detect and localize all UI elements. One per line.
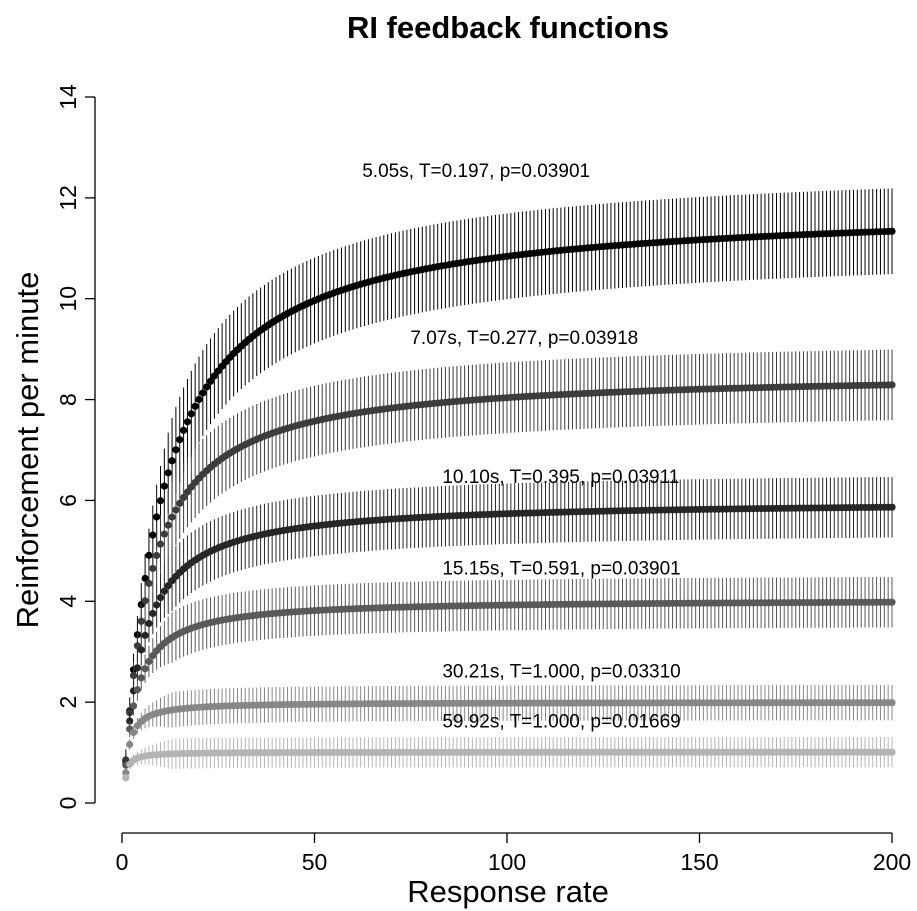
- series-2-point: [145, 619, 153, 628]
- series-1-point: [176, 499, 184, 507]
- series-0: 5.05s, T=0.197, p=0.03901: [122, 161, 896, 771]
- series-2-point: [156, 594, 165, 602]
- y-tick-label-8: 8: [55, 393, 81, 406]
- series-4: 30.21s, T=1.000, p=0.03310: [122, 661, 896, 778]
- series-2-label: 10.10s, T=0.395, p=0.03911: [442, 467, 679, 488]
- series-0-point: [164, 469, 172, 477]
- series-1-point: [129, 672, 138, 680]
- series-5-label: 59.92s, T=1.000, p=0.01669: [442, 711, 680, 732]
- series-3-point: [129, 702, 138, 710]
- series-0-point: [176, 436, 184, 444]
- series-0-point: [180, 426, 188, 434]
- series-3: 15.15s, T=0.591, p=0.03901: [122, 559, 896, 772]
- series-0-point: [172, 446, 180, 454]
- series-3-point: [141, 665, 149, 673]
- series-0-point: [149, 531, 157, 539]
- series-0-point: [187, 410, 195, 418]
- series-1-point: [141, 597, 149, 605]
- series-3-point: [133, 686, 141, 694]
- series-2-point: [141, 631, 149, 639]
- x-tick-label-50: 50: [302, 849, 328, 875]
- series-1-point: [164, 521, 172, 529]
- series-4-label: 30.21s, T=1.000, p=0.03310: [442, 661, 680, 682]
- y-tick-label-0: 0: [55, 797, 81, 810]
- chart-title: RI feedback functions: [347, 10, 669, 45]
- series-0-point: [183, 418, 192, 426]
- series-1-point: [168, 513, 176, 521]
- series-0-point: [141, 574, 149, 582]
- series-4-point: [122, 769, 130, 777]
- series-1-point: [180, 493, 188, 502]
- x-tick-label-0: 0: [116, 849, 129, 875]
- series-3-point: [145, 657, 153, 666]
- series-1: 7.07s, T=0.277, p=0.03918: [122, 328, 896, 769]
- series-2-point: [133, 664, 141, 672]
- series-0-point: [145, 551, 153, 559]
- series-1-point: [137, 617, 145, 625]
- series-2: 10.10s, T=0.395, p=0.03911: [122, 467, 896, 771]
- series-4-point: [888, 699, 896, 707]
- series-1-point: [145, 579, 153, 588]
- series-2-point: [149, 609, 157, 618]
- series-0-point: [206, 377, 215, 385]
- y-tick-label-2: 2: [55, 696, 81, 709]
- x-axis: 0 50 100 150 200: [116, 833, 911, 875]
- x-axis-label: Response rate: [407, 874, 609, 909]
- series-1-point: [153, 551, 161, 560]
- series-0-point: [156, 497, 165, 505]
- series-1-point: [149, 564, 157, 573]
- series-2-point: [888, 503, 896, 511]
- series-0-point: [160, 482, 168, 490]
- y-tick-label-4: 4: [55, 595, 81, 608]
- series-3-label: 15.15s, T=0.591, p=0.03901: [442, 559, 680, 580]
- series-2-point: [153, 601, 161, 609]
- series-1-point: [160, 530, 168, 538]
- y-axis-label: Reinforcement per minute: [10, 272, 45, 629]
- series-3-point: [149, 652, 157, 660]
- series-1-point: [156, 540, 165, 548]
- x-tick-label-150: 150: [680, 849, 718, 875]
- series-0-point: [888, 227, 896, 235]
- series-5: 59.92s, T=1.000, p=0.01669: [122, 711, 896, 782]
- y-tick-label-12: 12: [55, 185, 81, 211]
- x-tick-label-100: 100: [488, 849, 526, 875]
- y-tick-label-14: 14: [55, 84, 81, 110]
- series-2-point: [137, 646, 145, 654]
- series-3-point: [888, 598, 896, 606]
- series-4-point: [129, 728, 138, 737]
- series-4-point: [126, 740, 134, 749]
- plot-area: 5.05s, T=0.197, p=0.03901 7.07s, T=0.277,…: [122, 161, 896, 782]
- series-1-point: [183, 488, 192, 496]
- series-0-point: [191, 402, 199, 410]
- series-2-point: [160, 587, 168, 595]
- x-tick-label-200: 200: [873, 849, 911, 875]
- series-5-point: [122, 774, 130, 782]
- y-tick-label-10: 10: [55, 286, 81, 312]
- series-0-point: [203, 383, 211, 391]
- series-3-point: [137, 674, 145, 682]
- series-5-point: [888, 748, 896, 756]
- series-0-point: [168, 457, 176, 465]
- series-0-point: [153, 513, 161, 521]
- series-0-label: 5.05s, T=0.197, p=0.03901: [362, 161, 590, 182]
- series-2-point: [164, 582, 172, 590]
- series-0-point: [199, 389, 207, 397]
- series-0-point: [195, 395, 203, 404]
- series-2-point: [126, 717, 134, 725]
- series-1-label: 7.07s, T=0.277, p=0.03918: [410, 328, 638, 349]
- series-0-point: [210, 372, 218, 380]
- y-tick-label-6: 6: [55, 494, 81, 507]
- y-axis: 0 2 4 6 8 10 12 14: [55, 84, 95, 809]
- series-1-point: [172, 506, 180, 514]
- series-1-point: [888, 381, 896, 389]
